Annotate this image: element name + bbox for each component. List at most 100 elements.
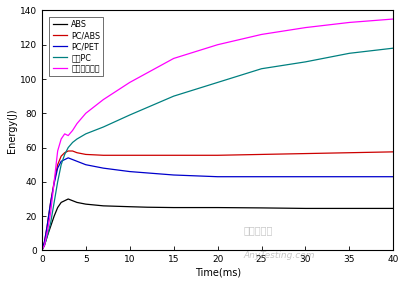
邒化玻璃塑料 [39, 249, 44, 252]
PC/ABS [55, 163, 60, 166]
PC/PET [171, 173, 176, 177]
PC/PET [48, 201, 53, 204]
ABS [127, 205, 132, 208]
邒化玻璃塑料 [48, 211, 53, 214]
PC/PET [39, 249, 44, 252]
邒化玻璃塑料 [171, 57, 176, 60]
超韧PC [51, 201, 56, 204]
ABS [59, 201, 64, 204]
邒化玻璃塑料 [51, 180, 56, 183]
邒化玻璃塑料 [390, 17, 395, 21]
X-axis label: Time(ms): Time(ms) [194, 267, 240, 277]
ABS [45, 235, 49, 238]
超韧PC [258, 67, 263, 70]
PC/ABS [66, 149, 70, 153]
PC/PET [45, 225, 49, 228]
PC/PET [55, 166, 60, 170]
PC/ABS [215, 154, 220, 157]
PC/PET [75, 160, 79, 163]
ABS [66, 197, 70, 201]
Line: ABS: ABS [42, 199, 392, 250]
超韧PC [215, 81, 220, 84]
ABS [346, 207, 351, 210]
PC/ABS [45, 225, 49, 228]
超韧PC [390, 47, 395, 50]
ABS [51, 214, 56, 218]
PC/PET [258, 175, 263, 178]
邒化玻璃塑料 [55, 149, 60, 153]
PC/PET [101, 166, 106, 170]
PC/PET [302, 175, 307, 178]
邒化玻璃塑料 [59, 137, 64, 141]
PC/ABS [48, 201, 53, 204]
邒化玻璃塑料 [62, 132, 67, 135]
Legend: ABS, PC/ABS, PC/PET, 超韧PC, 邒化玻璃塑料: ABS, PC/ABS, PC/PET, 超韧PC, 邒化玻璃塑料 [49, 17, 103, 76]
邒化玻璃塑料 [75, 122, 79, 125]
邒化玻璃塑料 [83, 112, 88, 115]
邒化玻璃塑料 [70, 129, 75, 132]
超韧PC [127, 113, 132, 117]
PC/ABS [75, 151, 79, 154]
超韧PC [83, 132, 88, 135]
ABS [39, 249, 44, 252]
Line: 超韧PC: 超韧PC [42, 48, 392, 250]
Line: PC/PET: PC/PET [42, 158, 392, 250]
ABS [83, 202, 88, 206]
PC/PET [51, 182, 56, 185]
PC/PET [42, 240, 47, 244]
PC/ABS [62, 151, 67, 154]
ABS [390, 207, 395, 210]
ABS [215, 206, 220, 209]
ABS [101, 204, 106, 208]
PC/ABS [70, 149, 75, 153]
超韧PC [45, 235, 49, 238]
PC/ABS [59, 154, 64, 158]
PC/ABS [171, 154, 176, 157]
PC/ABS [258, 153, 263, 156]
ABS [70, 199, 75, 202]
PC/PET [62, 158, 67, 161]
Line: PC/ABS: PC/ABS [42, 151, 392, 250]
ABS [171, 206, 176, 209]
邒化玻璃塑料 [101, 98, 106, 101]
邒化玻璃塑料 [302, 26, 307, 29]
PC/ABS [390, 150, 395, 154]
超韧PC [75, 137, 79, 141]
Y-axis label: Energy(J): Energy(J) [7, 108, 17, 153]
邒化玻璃塑料 [346, 21, 351, 24]
PC/PET [66, 156, 70, 160]
邒化玻璃塑料 [42, 244, 47, 247]
PC/PET [390, 175, 395, 178]
ABS [145, 206, 149, 209]
PC/PET [127, 170, 132, 173]
邒化玻璃塑料 [215, 43, 220, 46]
超韧PC [55, 180, 60, 183]
Text: 嘉峡检测网: 嘉峡检测网 [243, 225, 272, 235]
邒化玻璃塑料 [127, 81, 132, 84]
超韧PC [70, 141, 75, 144]
Line: 邒化玻璃塑料: 邒化玻璃塑料 [42, 19, 392, 250]
超韧PC [62, 153, 67, 156]
PC/ABS [127, 154, 132, 157]
PC/ABS [83, 153, 88, 156]
PC/ABS [346, 151, 351, 154]
ABS [75, 201, 79, 204]
PC/ABS [39, 249, 44, 252]
ABS [62, 199, 67, 202]
PC/ABS [302, 152, 307, 155]
PC/ABS [101, 154, 106, 157]
PC/ABS [42, 240, 47, 244]
超韧PC [302, 60, 307, 64]
ABS [42, 244, 47, 247]
ABS [258, 206, 263, 210]
超韧PC [346, 52, 351, 55]
邒化玻璃塑料 [45, 231, 49, 235]
邒化玻璃塑料 [258, 33, 263, 36]
超韧PC [66, 146, 70, 149]
PC/PET [59, 160, 64, 163]
PC/ABS [51, 180, 56, 183]
PC/PET [83, 163, 88, 166]
超韧PC [101, 125, 106, 129]
ABS [55, 206, 60, 209]
Text: AnyTesting.com: AnyTesting.com [243, 251, 314, 260]
